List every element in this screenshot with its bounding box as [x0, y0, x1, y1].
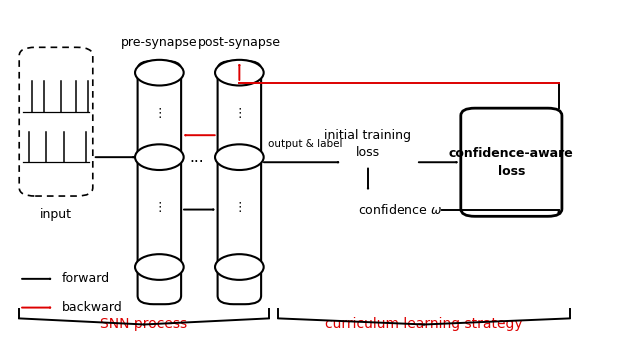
Text: forward: forward	[62, 272, 110, 285]
Text: confidence-aware
loss: confidence-aware loss	[449, 147, 573, 178]
FancyBboxPatch shape	[19, 47, 93, 196]
Text: pre-synapse: pre-synapse	[121, 36, 198, 49]
Text: ⋮: ⋮	[153, 201, 166, 214]
Circle shape	[215, 144, 264, 170]
Text: SNN process: SNN process	[100, 317, 188, 331]
Text: ⋮: ⋮	[233, 201, 246, 214]
Text: initial training
loss: initial training loss	[324, 129, 412, 159]
Text: input: input	[40, 208, 72, 221]
Circle shape	[215, 254, 264, 280]
Text: curriculum learning strategy: curriculum learning strategy	[325, 317, 522, 331]
Text: output & label: output & label	[268, 139, 342, 149]
Circle shape	[135, 144, 184, 170]
Circle shape	[135, 254, 184, 280]
Text: post-synapse: post-synapse	[198, 36, 281, 49]
Text: confidence $\omega$: confidence $\omega$	[358, 202, 443, 217]
Text: ⋮: ⋮	[153, 107, 166, 120]
Circle shape	[215, 60, 264, 86]
FancyBboxPatch shape	[218, 61, 261, 304]
FancyBboxPatch shape	[138, 61, 181, 304]
Text: backward: backward	[62, 301, 123, 314]
FancyBboxPatch shape	[461, 108, 562, 216]
Circle shape	[135, 60, 184, 86]
Text: ⋮: ⋮	[233, 107, 246, 120]
Text: ...: ...	[190, 150, 204, 165]
